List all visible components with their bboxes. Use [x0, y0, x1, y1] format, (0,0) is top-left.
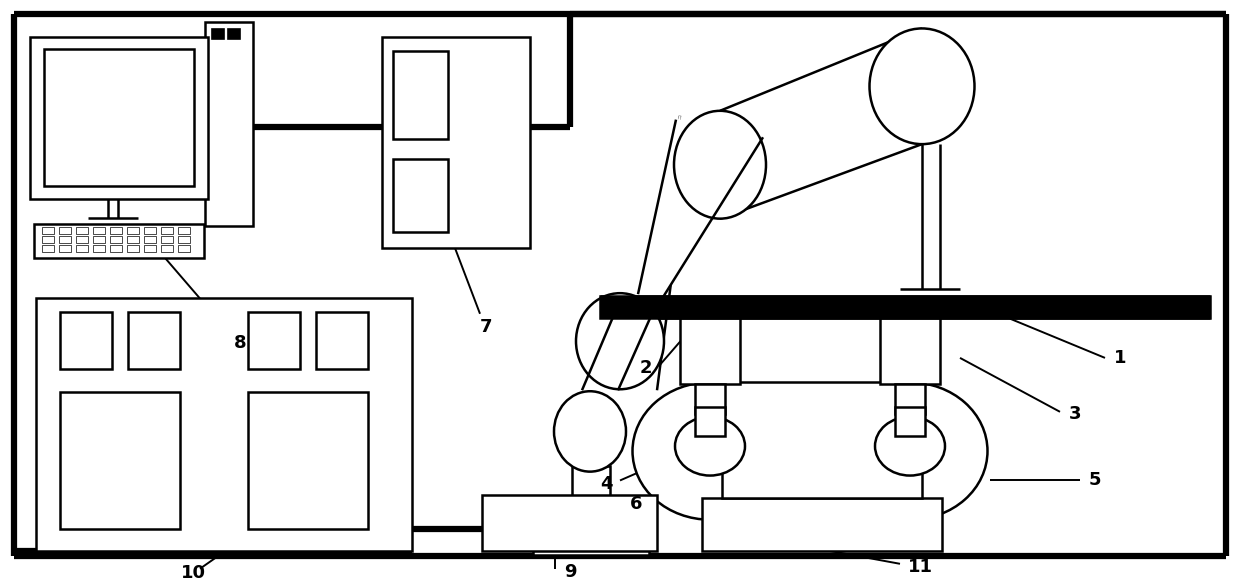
Bar — [42, 236, 55, 243]
Bar — [382, 37, 529, 248]
Bar — [212, 30, 224, 40]
Bar — [316, 312, 368, 369]
Bar — [702, 498, 942, 551]
Bar — [126, 236, 139, 243]
Bar — [554, 500, 627, 528]
Bar — [179, 228, 190, 234]
Ellipse shape — [869, 28, 975, 144]
Bar — [60, 312, 112, 369]
Bar — [93, 245, 105, 252]
Bar — [179, 245, 190, 252]
Ellipse shape — [554, 391, 626, 472]
Text: 5: 5 — [1089, 471, 1101, 489]
Polygon shape — [582, 298, 658, 390]
Text: 7: 7 — [480, 318, 492, 335]
Text: 1: 1 — [1114, 349, 1126, 367]
Bar — [30, 37, 208, 199]
Text: 6: 6 — [630, 495, 642, 513]
Bar — [205, 21, 253, 225]
Bar — [36, 298, 412, 551]
Bar — [482, 495, 657, 551]
Polygon shape — [580, 299, 640, 388]
Ellipse shape — [577, 293, 663, 389]
Ellipse shape — [675, 417, 745, 476]
Bar — [42, 228, 55, 234]
Bar — [144, 228, 156, 234]
Text: 11: 11 — [908, 558, 932, 576]
Bar — [76, 236, 88, 243]
Text: 8: 8 — [233, 334, 247, 352]
Bar — [179, 236, 190, 243]
Bar — [680, 318, 740, 385]
Bar — [110, 236, 122, 243]
Bar — [572, 466, 610, 500]
Bar — [60, 236, 71, 243]
Bar — [722, 382, 923, 498]
Bar — [533, 528, 649, 555]
Bar — [76, 245, 88, 252]
Ellipse shape — [832, 382, 987, 519]
Bar — [694, 385, 725, 414]
Bar — [895, 385, 925, 414]
Bar — [93, 236, 105, 243]
Bar — [248, 312, 300, 369]
Bar — [144, 236, 156, 243]
Bar — [60, 228, 71, 234]
Bar — [600, 296, 1210, 318]
Bar — [161, 228, 174, 234]
Bar — [93, 228, 105, 234]
Bar — [60, 245, 71, 252]
Bar — [43, 49, 193, 187]
Text: 9: 9 — [564, 562, 577, 580]
Polygon shape — [639, 120, 763, 302]
Ellipse shape — [632, 382, 787, 519]
Bar — [393, 51, 448, 139]
Text: 3: 3 — [1069, 405, 1081, 423]
Bar — [393, 159, 448, 232]
Bar — [33, 224, 205, 258]
Bar — [128, 312, 180, 369]
Text: 2: 2 — [640, 358, 652, 376]
Bar — [60, 392, 180, 529]
Bar — [161, 236, 174, 243]
Bar — [248, 392, 368, 529]
Polygon shape — [657, 116, 680, 292]
Bar — [228, 30, 241, 40]
Bar — [161, 245, 174, 252]
Ellipse shape — [675, 111, 766, 218]
Bar — [694, 407, 725, 436]
Bar — [126, 245, 139, 252]
Bar — [110, 228, 122, 234]
Bar — [126, 228, 139, 234]
Text: 10: 10 — [181, 564, 206, 581]
Bar — [144, 245, 156, 252]
Bar — [895, 407, 925, 436]
Bar — [42, 245, 55, 252]
Bar — [880, 318, 940, 385]
Ellipse shape — [875, 417, 945, 476]
Text: 4: 4 — [600, 475, 613, 493]
Bar — [76, 228, 88, 234]
Bar — [110, 245, 122, 252]
